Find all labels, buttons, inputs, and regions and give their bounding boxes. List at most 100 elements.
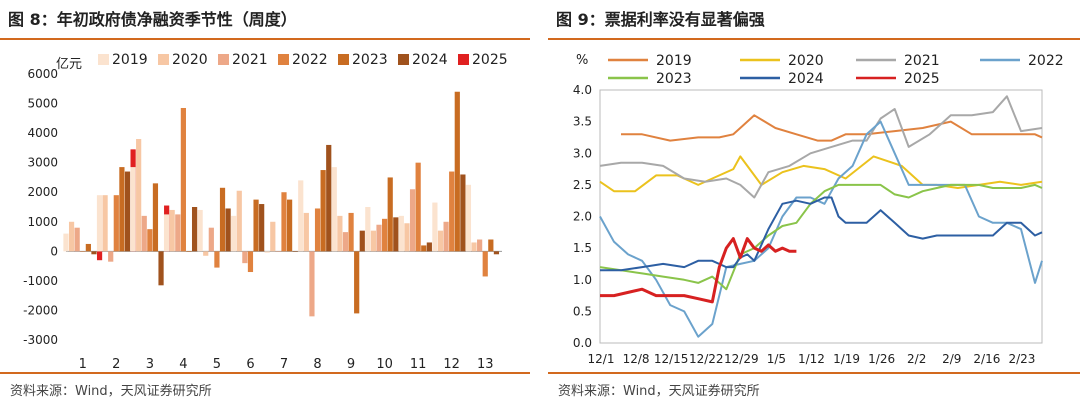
bar-2021-wk8 [309,251,315,317]
bar-2023-wk12 [454,91,460,252]
bar-marks [63,91,500,317]
legend-label-2022: 2022 [292,52,328,68]
legend-swatch-2019 [98,54,109,65]
x-tick-label: 12/1 [588,352,615,366]
legend-swatch-2023 [338,54,349,65]
bar-2019-wk8 [298,180,304,252]
bar-2020-wk4 [169,209,175,252]
x-tick-label: 12 [443,357,460,370]
bar-2023-wk2 [119,167,125,252]
bar-2025-wk1 [96,251,103,261]
legend-swatch-2020 [158,54,169,65]
legend-label-2025: 2025 [904,71,940,87]
y-tick-label: 0.5 [573,304,592,318]
line-marks [599,95,1043,338]
bar-2019-wk6 [231,215,237,252]
legend-label-2021: 2021 [904,53,940,69]
y-tick-label: 2000 [27,185,58,199]
bar-2022-wk7 [281,192,287,252]
y-tick-label: 6000 [27,67,58,81]
bar-2020-wk6 [236,190,242,252]
bar-2019-wk9 [331,167,337,252]
series-line-2020 [599,155,1043,193]
left-chart-title: 图 8：年初政府债净融资季节性（周度） [8,10,297,29]
y-tick-label: 5000 [27,97,58,111]
bar-2023-wk1 [85,243,91,252]
legend-swatch-2021 [218,54,229,65]
x-tick-label: 12/22 [689,352,724,366]
bar-2021-wk3 [141,215,147,252]
bar-2020-wk7 [270,221,276,252]
bar-2024-wk10 [393,217,399,252]
y-tick-label: 2.0 [573,210,592,224]
y-tick-label: 3.0 [573,146,592,160]
x-tick-label: 1/12 [798,352,825,366]
bar-2021-wk2 [108,251,114,262]
x-tick-label: 1 [79,357,87,370]
legend-label-2019: 2019 [112,52,148,68]
y-tick-label: -2000 [23,303,58,317]
legend-label-2024: 2024 [412,52,448,68]
bar-2021-wk5 [208,227,214,252]
bar-2022-wk2 [113,195,119,252]
bar-2019-wk13 [465,184,472,252]
y-tick-label: 0.0 [573,336,592,350]
bar-2024-wk1 [91,251,97,255]
x-tick-label: 2/2 [907,352,926,366]
bar-2022-wk11 [415,162,421,252]
bar-2023-wk9 [354,251,360,314]
bar-2024-wk3 [158,251,164,286]
x-tick-label: 3 [146,357,154,370]
legend-label-2019: 2019 [656,53,692,69]
y-tick-label: 1.0 [573,273,592,287]
x-tick-label: 10 [376,357,393,370]
bar-2021-wk6 [242,251,248,264]
bar-2023-wk5 [219,187,226,252]
legend-label-2023: 2023 [352,52,388,68]
bar-2019-wk4 [163,214,170,252]
legend-label-2023: 2023 [656,71,692,87]
y-tick-label: 3000 [27,156,58,170]
bar-2019-wk2 [96,195,103,252]
right-title-rule [548,38,1080,40]
legend-label-2020: 2020 [788,53,824,69]
bar-2024-wk8 [326,144,332,252]
bar-2020-wk11 [404,223,410,252]
x-tick-label: 9 [347,357,355,370]
bar-2020-wk12 [437,230,444,252]
x-tick-label: 4 [179,357,187,370]
bar-2021-wk1 [74,227,80,252]
x-tick-label: 8 [313,357,321,370]
bar-2020-wk10 [370,230,377,252]
bar-2020-wk9 [337,215,343,252]
series-line-2019 [621,114,1043,142]
bar-2023-wk4 [186,251,192,252]
x-tick-label: 2/23 [1008,352,1035,366]
x-tick-label: 2/16 [973,352,1000,366]
right-chart-title: 图 9：票据利率没有显著偏强 [556,10,765,29]
bar-2024-wk4 [191,207,198,252]
left-source-rule [0,372,530,374]
bar-2019-wk7 [264,251,270,253]
y-tick-label: 2.5 [573,178,592,192]
bar-2023-wk11 [421,245,427,252]
bar-chart: 亿元 2019 2020 2021 2022 2023 2024 2025 -3000-20… [23,52,508,370]
left-source: 资料来源：Wind，天风证券研究所 [10,384,212,399]
x-tick-label: 6 [246,357,254,370]
left-panel: 图 8：年初政府债净融资季节性（周度） 亿元 2019 2020 2021 2022 2… [0,0,530,406]
x-tick-label: 12/29 [724,352,759,366]
bar-2022-wk10 [382,218,388,252]
legend-swatch-2024 [398,54,409,65]
line-legend: 2019 2020 2021 2022 2023 2024 2025 [608,53,1064,87]
y-tick-label: -3000 [23,333,58,347]
bar-2022-wk5 [214,251,220,268]
series-line-2023 [599,183,1043,291]
bar-2020-wk3 [136,139,142,252]
bar-2023-wk8 [320,170,326,252]
bar-2022-wk9 [348,212,354,252]
series-line-2024 [600,196,1043,272]
bar-2020-wk8 [303,212,309,252]
x-tick-label: 2 [112,357,120,370]
bar-2019-wk1 [63,233,69,252]
bar-2023-wk7 [287,199,293,252]
